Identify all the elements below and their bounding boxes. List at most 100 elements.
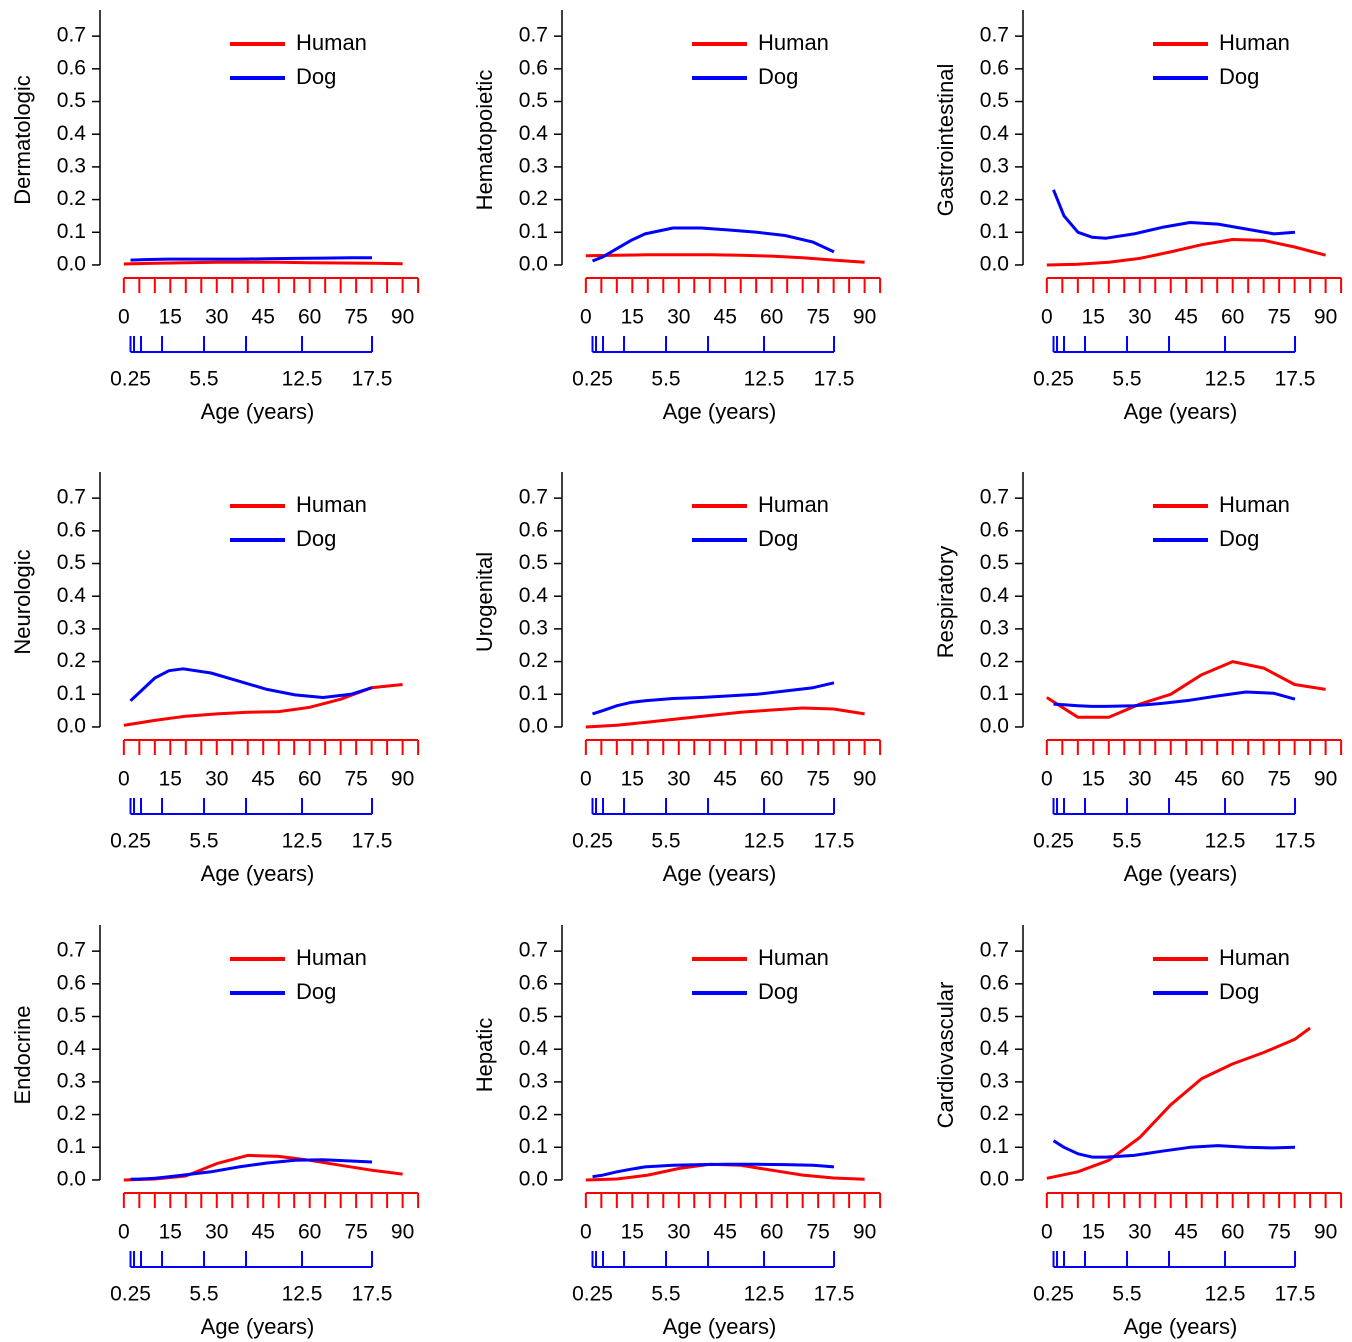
x-tick-label-human: 15 [1082, 306, 1105, 329]
legend-label: Human [1219, 30, 1290, 55]
x-tick-label-dog: 17.5 [352, 1283, 393, 1306]
x-tick-label-dog: 17.5 [814, 368, 855, 391]
x-tick-label-human: 45 [714, 306, 737, 329]
x-tick-label-human: 15 [159, 1221, 182, 1244]
y-tick-label: 0.1 [980, 220, 1009, 243]
y-tick-label: 0.3 [57, 154, 86, 177]
legend-label: Human [758, 945, 829, 970]
panel: 0.0 0.1 0.2 0.3 0.4 0.5 0.6 0.7 Urogenital 0 15 30 4… [472, 472, 882, 886]
x-tick-label-human: 30 [1128, 768, 1151, 791]
series-line [1052, 189, 1296, 240]
x-tick-label-dog: 0.25 [110, 830, 151, 853]
y-axis-title: Gastrointestinal [933, 64, 958, 217]
y-tick-label: 0.4 [57, 122, 87, 145]
series-line [1045, 660, 1326, 719]
y-tick-label: 0.6 [519, 971, 548, 994]
x-tick-label-dog: 0.25 [1033, 1283, 1074, 1306]
x-tick-label-dog: 5.5 [189, 368, 218, 391]
legend-label: Dog [1219, 526, 1259, 551]
y-tick-label: 0.5 [519, 89, 548, 112]
x-tick-label-human: 60 [298, 1221, 321, 1244]
panel: 0.0 0.1 0.2 0.3 0.4 0.5 0.6 0.7 Endocrine 0 15 30 45… [10, 925, 420, 1339]
x-tick-label-human: 75 [806, 1221, 829, 1244]
x-axis-title: Age (years) [201, 1314, 315, 1339]
x-tick-label-human: 75 [344, 1221, 367, 1244]
x-tick-label-human: 45 [714, 1221, 737, 1244]
y-tick-label: 0.6 [57, 518, 86, 541]
y-tick-label: 0.4 [57, 1037, 87, 1060]
x-tick-label-human: 75 [806, 768, 829, 791]
x-tick-label-dog: 12.5 [744, 1283, 785, 1306]
y-tick-label: 0.4 [980, 122, 1010, 145]
x-tick-label-human: 60 [298, 306, 321, 329]
legend-label: Human [758, 492, 829, 517]
x-tick-label-human: 45 [1175, 1221, 1198, 1244]
x-tick-label-human: 90 [1314, 768, 1337, 791]
legend-label: Dog [296, 64, 336, 89]
series-line [1046, 238, 1326, 267]
y-tick-label: 0.5 [980, 1004, 1009, 1027]
x-tick-label-human: 60 [1221, 1221, 1244, 1244]
x-tick-label-human: 60 [760, 1221, 783, 1244]
panel: 0.0 0.1 0.2 0.3 0.4 0.5 0.6 0.7 Gastrointestinal… [933, 10, 1343, 424]
x-tick-label-human: 0 [118, 1221, 130, 1244]
legend-label: Dog [296, 979, 336, 1004]
x-tick-label-dog: 0.25 [572, 830, 613, 853]
y-tick-label: 0.2 [980, 1102, 1009, 1125]
x-tick-label-dog: 12.5 [1205, 830, 1246, 853]
y-tick-label: 0.2 [980, 649, 1009, 672]
y-tick-label: 0.0 [57, 715, 86, 738]
panel: 0.0 0.1 0.2 0.3 0.4 0.5 0.6 0.7 Dermatologic 0 15 3… [10, 10, 420, 424]
x-tick-label-dog: 17.5 [814, 830, 855, 853]
series-line [585, 253, 865, 264]
legend-label: Dog [1219, 64, 1259, 89]
y-tick-label: 0.3 [519, 1069, 548, 1092]
y-axis-title: Dermatologic [10, 75, 35, 205]
x-tick-label-dog: 12.5 [744, 830, 785, 853]
y-tick-label: 0.7 [57, 939, 86, 962]
y-axis-title: Respiratory [933, 546, 958, 658]
y-tick-label: 0.7 [57, 486, 86, 509]
x-tick-label-dog: 5.5 [189, 1283, 218, 1306]
x-tick-label-dog: 12.5 [282, 368, 323, 391]
x-tick-label-dog: 0.25 [110, 1283, 151, 1306]
legend-label: Dog [296, 526, 336, 551]
y-axis-title: Neurologic [10, 549, 35, 654]
x-tick-label-human: 90 [1314, 306, 1337, 329]
legend-label: Dog [1219, 979, 1259, 1004]
y-tick-label: 0.5 [57, 551, 86, 574]
x-tick-label-human: 15 [1082, 768, 1105, 791]
x-tick-label-dog: 5.5 [1112, 368, 1141, 391]
y-tick-label: 0.2 [57, 649, 86, 672]
x-tick-label-human: 0 [1041, 1221, 1053, 1244]
y-tick-label: 0.4 [980, 584, 1010, 607]
x-tick-label-human: 45 [252, 306, 275, 329]
y-tick-label: 0.3 [980, 154, 1009, 177]
y-tick-label: 0.7 [57, 24, 86, 47]
x-tick-label-dog: 17.5 [814, 1283, 855, 1306]
y-tick-label: 0.0 [980, 715, 1009, 738]
y-tick-label: 0.4 [980, 1037, 1010, 1060]
y-tick-label: 0.3 [519, 616, 548, 639]
x-tick-label-human: 75 [806, 306, 829, 329]
series-line [592, 681, 835, 716]
y-tick-label: 0.4 [519, 584, 549, 607]
x-tick-label-dog: 17.5 [352, 830, 393, 853]
y-axis-title: Endocrine [10, 1005, 35, 1104]
x-axis-title: Age (years) [663, 399, 777, 424]
y-tick-label: 0.7 [980, 24, 1009, 47]
y-tick-label: 0.0 [980, 1168, 1009, 1191]
x-axis-title: Age (years) [663, 861, 777, 886]
x-tick-label-dog: 12.5 [1205, 368, 1246, 391]
x-tick-label-human: 45 [252, 1221, 275, 1244]
x-tick-label-dog: 0.25 [1033, 830, 1074, 853]
x-tick-label-human: 90 [853, 768, 876, 791]
x-tick-label-human: 30 [667, 1221, 690, 1244]
y-tick-label: 0.1 [57, 682, 86, 705]
y-axis-title: Cardiovascular [933, 982, 958, 1129]
x-tick-label-human: 90 [853, 306, 876, 329]
x-tick-label-human: 15 [159, 306, 182, 329]
x-tick-label-dog: 5.5 [189, 830, 218, 853]
y-tick-label: 0.6 [980, 56, 1009, 79]
x-tick-label-human: 90 [853, 1221, 876, 1244]
